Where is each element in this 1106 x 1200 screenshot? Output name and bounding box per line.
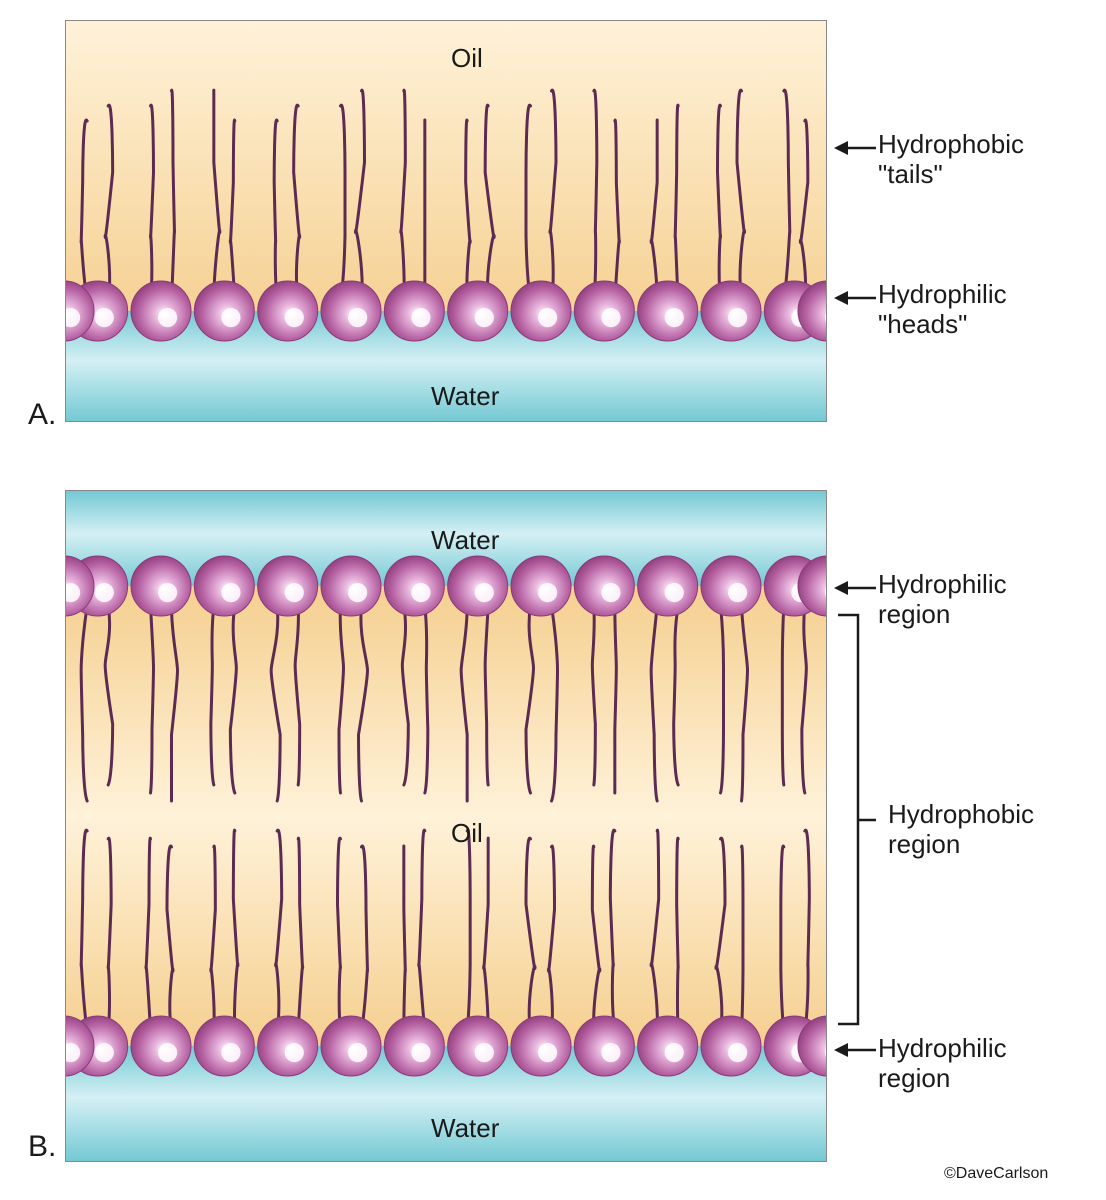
- credit-text: ©DaveCarlson: [944, 1165, 1048, 1183]
- bracket-icon: [838, 615, 876, 1024]
- arrow-icon: [834, 141, 876, 155]
- overlay-svg: [0, 0, 1106, 1200]
- arrow-icon: [834, 1043, 876, 1057]
- arrow-icon: [834, 291, 876, 305]
- arrow-icon: [834, 581, 876, 595]
- diagram-container: OilWater A. WaterOilWater B. Hydrophobic…: [0, 0, 1106, 1200]
